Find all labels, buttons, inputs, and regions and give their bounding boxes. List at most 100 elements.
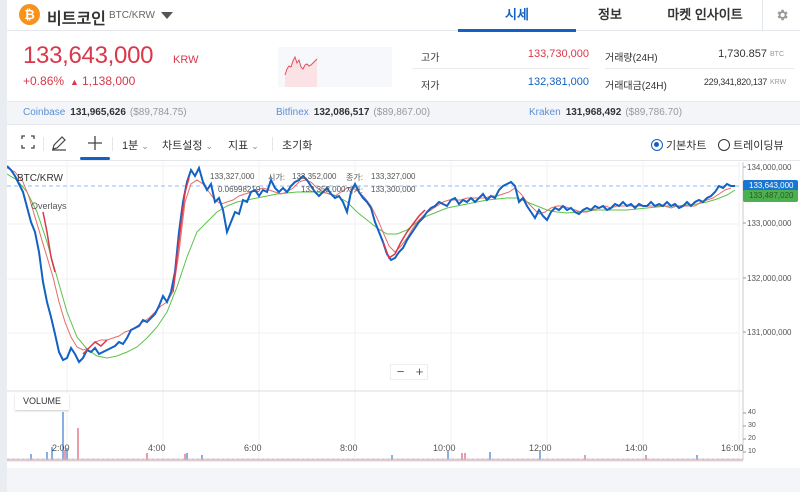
zoom-in-button[interactable]: + (415, 364, 424, 379)
price-unit: KRW (173, 54, 199, 66)
reset-button[interactable]: 초기화 (282, 140, 313, 152)
divider (605, 68, 794, 69)
exchange-name: Coinbase (23, 107, 66, 118)
radio-label: 트레이딩뷰 (733, 140, 784, 152)
tab-price[interactable]: 시세 (458, 0, 576, 32)
bitcoin-logo-icon: ₿ (19, 4, 40, 25)
coin-name[interactable]: 비트코인 (47, 11, 106, 28)
y-tick: 134,000,000 (747, 163, 792, 172)
ohlc-close-value: 133,327,000 (371, 172, 416, 181)
exchange-kraken[interactable]: Kraken 131,968,492 ($89,786.70) (529, 107, 682, 118)
divider (272, 137, 273, 151)
pencil-icon[interactable] (51, 135, 67, 151)
divider (112, 137, 113, 151)
volume-tick: 10 (748, 448, 756, 455)
exchange-usd: ($89,867.00) (373, 107, 431, 118)
volume-tick: 40 (748, 409, 756, 416)
price-change: +0.86% ▲ 1,138,000 (23, 74, 135, 88)
exchange-price: 131,965,626 (70, 107, 126, 118)
overlays-label[interactable]: Overlays (31, 201, 67, 211)
volume-pane-label: VOLUME (15, 393, 70, 410)
app-window: ₿ 비트코인 BTC/KRW 시세 정보 마켓 인사이트 133,643,000… (7, 0, 800, 492)
tab-market-insight[interactable]: 마켓 인사이트 (667, 7, 743, 22)
ohlc-open-label: 시가: (268, 173, 285, 182)
radio-selected-icon (651, 139, 663, 151)
chevron-down-icon: ⌄ (205, 141, 214, 151)
exchange-name: Bitfinex (276, 107, 309, 118)
interval-label: 1분 (122, 140, 139, 152)
chart-settings-label: 차트설정 (162, 140, 203, 152)
change-amount: 1,138,000 (81, 74, 136, 88)
ohlc-volume-value: 0.06998219 (218, 185, 261, 194)
ohlc-open-value: 133,352,000 (292, 172, 337, 181)
exchange-price: 132,086,517 (313, 107, 370, 118)
x-tick: 2:00 (52, 443, 70, 453)
x-tick: 12:00 (529, 443, 552, 453)
chart-settings-dropdown[interactable]: 차트설정 ⌄ (162, 137, 213, 153)
zoom-out-button[interactable]: − (396, 364, 405, 379)
ohlc-close-label: 종가: (346, 173, 363, 182)
header: ₿ 비트코인 BTC/KRW 시세 정보 마켓 인사이트 (7, 0, 800, 32)
y-tick: 131,000,000 (747, 328, 792, 337)
chevron-down-icon: ⌄ (141, 141, 149, 151)
x-tick: 4:00 (148, 443, 166, 453)
volume-label: 거래량(24H) (605, 53, 658, 64)
fullscreen-icon[interactable] (21, 135, 35, 149)
indicators-label: 지표 (228, 140, 249, 152)
price-chart[interactable]: BTC/KRW Overlays 133,327,000 시가: 133,352… (7, 162, 800, 468)
chart-toolbar: 1분 ⌄ 차트설정 ⌄ 지표 ⌄ 초기화 기본차트 트레이딩뷰 (7, 126, 800, 161)
divider (412, 68, 589, 69)
x-tick: 10:00 (433, 443, 456, 453)
coin-pair: BTC/KRW (109, 10, 155, 21)
ohlc-low-value: 133,300,000 (371, 185, 416, 194)
x-tick: 8:00 (340, 443, 358, 453)
interval-dropdown[interactable]: 1분 ⌄ (122, 137, 149, 153)
ma-price-tag: 133,487,020 (743, 190, 798, 202)
coin-dropdown-icon[interactable] (161, 12, 173, 19)
volume-tick: 20 (748, 435, 756, 442)
ohlc-low-label: 저가: (346, 186, 363, 195)
y-tick: 132,000,000 (747, 274, 792, 283)
turnover-value: 229,341,820,137 (703, 77, 767, 87)
divider (43, 137, 44, 151)
low-label: 저가 (421, 81, 440, 92)
crosshair-icon[interactable] (87, 135, 103, 151)
stats-row-high: 고가 133,730,000 거래량(24H) 1,730.857 BTC (412, 41, 794, 69)
exchange-price: 131,968,492 (565, 107, 622, 118)
high-label: 고가 (421, 53, 440, 64)
exchange-name: Kraken (529, 107, 561, 118)
chevron-down-icon: ⌄ (251, 141, 259, 151)
exchange-price-bar: Coinbase 131,965,626 ($89,784.75) Bitfinex… (7, 101, 800, 125)
y-tick: 133,000,000 (747, 219, 792, 228)
volume-value: 1,730.857 (718, 48, 767, 60)
turnover-label: 거래대금(24H) (605, 81, 667, 92)
low-value: 132,381,000 (527, 76, 589, 88)
exchange-usd: ($89,786.70) (625, 107, 683, 118)
exchange-usd: ($89,784.75) (129, 107, 187, 118)
chart-pair-label: BTC/KRW (17, 173, 63, 184)
ohlc-first-value: 133,327,000 (210, 172, 255, 181)
volume-unit: BTC (770, 51, 784, 58)
exchange-bitfinex[interactable]: Bitfinex 132,086,517 ($89,867.00) (276, 107, 430, 118)
active-tool-indicator (80, 157, 110, 160)
radio-unselected-icon (718, 139, 730, 151)
high-value: 133,730,000 (527, 48, 589, 60)
exchange-coinbase[interactable]: Coinbase 131,965,626 ($89,784.75) (23, 107, 187, 118)
stats-row-low: 저가 132,381,000 거래대금(24H) 229,341,820,137… (412, 69, 794, 97)
bottom-strip (7, 468, 800, 492)
radio-label: 기본차트 (666, 140, 707, 152)
sparkline-chart (278, 47, 392, 87)
current-price: 133,643,000 (23, 42, 154, 69)
settings-button[interactable] (762, 0, 800, 31)
gear-icon (777, 9, 788, 21)
change-percent: +0.86% (23, 74, 65, 88)
radio-tradingview[interactable]: 트레이딩뷰 (718, 137, 784, 153)
indicators-dropdown[interactable]: 지표 ⌄ (228, 137, 259, 153)
tab-info[interactable]: 정보 (598, 7, 622, 22)
current-price-tag: 133,643,000 (743, 180, 798, 192)
zoom-control: − + (390, 364, 428, 380)
x-tick: 14:00 (625, 443, 648, 453)
x-tick: 16:00 (721, 443, 744, 453)
turnover-unit: KRW (770, 79, 787, 86)
radio-basic-chart[interactable]: 기본차트 (651, 137, 706, 153)
